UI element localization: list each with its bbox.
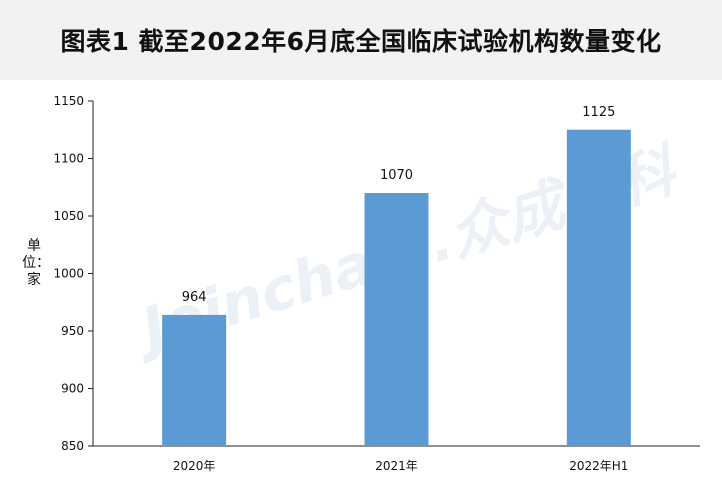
- y-tick-label: 1150: [53, 94, 84, 108]
- y-tick-label: 900: [61, 382, 84, 396]
- y-tick-label: 1000: [53, 267, 84, 281]
- x-tick-label: 2021年: [375, 459, 418, 473]
- y-tick-label: 1100: [53, 152, 84, 166]
- x-tick-label: 2020年: [173, 459, 216, 473]
- bars: [162, 129, 631, 446]
- data-label: 1070: [380, 168, 413, 183]
- x-tick-label: 2022年H1: [569, 459, 628, 473]
- labels: 964 2020年 1070 2021年 1125 2022年H1: [173, 105, 629, 473]
- bar: [364, 193, 429, 446]
- chart-header: 图表1 截至2022年6月底全国临床试验机构数量变化: [0, 0, 722, 80]
- data-label: 1125: [582, 105, 615, 120]
- y-tick-label: 950: [61, 324, 84, 338]
- y-tick-label: 1050: [53, 209, 84, 223]
- bar: [162, 314, 227, 446]
- data-label: 964: [182, 290, 207, 305]
- y-axis-label: 单位：家: [22, 238, 50, 288]
- axes: 850 900 950 1000 1050 1100 1150: [53, 94, 700, 453]
- chart-title: 图表1 截至2022年6月底全国临床试验机构数量变化: [60, 27, 662, 56]
- y-tick-label: 850: [61, 439, 84, 453]
- bar: [566, 129, 631, 446]
